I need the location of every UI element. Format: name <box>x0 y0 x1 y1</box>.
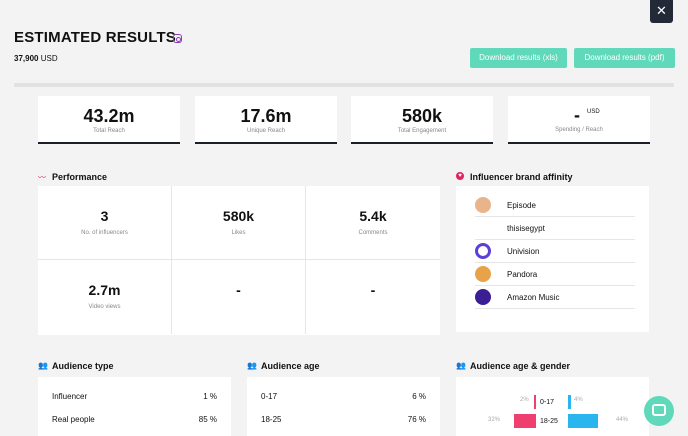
brand-item-episode[interactable]: Episode <box>475 194 635 217</box>
perf-value: 5.4k <box>359 208 387 224</box>
download-xls-button[interactable]: Download results (xls) <box>470 48 567 68</box>
perf-cell-influencers: 3 No. of influencers <box>38 186 172 260</box>
budget-unit: USD <box>40 54 58 63</box>
people-icon: 👥 <box>38 361 48 370</box>
brand-item-pandora[interactable]: Pandora <box>475 263 635 286</box>
perf-cell-empty-1: - <box>172 260 306 334</box>
row-pct: 6 % <box>412 392 426 401</box>
brand-item-thisisegypt[interactable]: thisisegypt <box>475 217 635 240</box>
perf-value: - <box>370 282 376 298</box>
row-label: Real people <box>52 415 95 424</box>
age-gender-title: Audience age & gender <box>470 361 571 371</box>
male-pct-label: 4% <box>574 397 583 403</box>
perf-value: 2.7m <box>88 282 121 298</box>
stat-label: Unique Reach <box>246 128 286 134</box>
stat-value: 43.2m <box>83 106 135 126</box>
divider <box>14 83 674 87</box>
perf-cell-video-views: 2.7m Video views <box>38 260 172 334</box>
age-label: 0-17 <box>540 399 555 406</box>
perf-label: No. of influencers <box>81 230 128 236</box>
stat-value: 580k <box>401 106 443 126</box>
budget: 37,900 USD <box>14 54 58 63</box>
page-title: ESTIMATED RESULTS <box>14 29 177 46</box>
heart-icon: ♥ <box>456 172 464 180</box>
row-pct: 1 % <box>203 392 217 401</box>
row-label: 0-17 <box>261 392 278 401</box>
brand-name: Pandora <box>507 270 538 279</box>
chat-button[interactable] <box>644 396 674 426</box>
perf-cell-empty-2: - <box>306 260 440 334</box>
female-bar-0-17 <box>534 395 536 409</box>
performance-title: Performance <box>52 172 108 182</box>
row-pct: 76 % <box>407 415 426 424</box>
brand-name: Episode <box>507 201 536 210</box>
row-label: 18-25 <box>261 415 282 424</box>
male-pct-label: 44% <box>616 417 629 423</box>
budget-value: 37,900 <box>14 54 39 63</box>
perf-label: Comments <box>358 230 388 236</box>
audience-type-panel: Influencer 1 % Real people 85 % <box>38 377 231 436</box>
audience-age-row: 0-17 6 % <box>261 392 426 401</box>
audience-type-row: Real people 85 % <box>52 415 217 424</box>
stat-total-engagement: 580k Total Engagement <box>351 96 493 144</box>
stat-unit: USD <box>587 109 600 115</box>
download-pdf-button[interactable]: Download results (pdf) <box>574 48 675 68</box>
perf-label: Likes <box>231 230 246 236</box>
perf-cell-comments: 5.4k Comments <box>306 186 440 260</box>
brand-name: thisisegypt <box>507 224 545 233</box>
age-gender-chart: 0-17 18-25 2% 4% 32% 44% <box>456 377 649 436</box>
close-icon: ✕ <box>656 3 667 18</box>
stat-label: Spending / Reach <box>555 127 603 133</box>
brand-name: Amazon Music <box>507 293 560 302</box>
brand-item-amazon-music[interactable]: Amazon Music <box>475 286 635 309</box>
episode-logo-icon <box>475 197 491 213</box>
stat-value: 17.6m <box>240 106 292 126</box>
age-label: 18-25 <box>540 418 558 425</box>
close-button[interactable]: ✕ <box>650 0 673 23</box>
performance-panel: 3 No. of influencers 580k Likes 5.4k Com… <box>38 186 440 335</box>
stat-value: - <box>574 105 580 125</box>
stat-unique-reach: 17.6m Unique Reach <box>195 96 337 144</box>
perf-value: 3 <box>100 208 109 224</box>
audience-age-panel: 0-17 6 % 18-25 76 % <box>247 377 440 436</box>
stat-spending-reach: - USD Spending / Reach <box>508 96 650 144</box>
age-gender-panel: 0-17 18-25 2% 4% 32% 44% <box>456 377 649 436</box>
people-icon: 👥 <box>247 361 257 370</box>
chat-icon <box>652 404 666 416</box>
univision-logo-icon <box>475 243 491 259</box>
perf-value: 580k <box>222 208 255 224</box>
audience-type-title: Audience type <box>52 361 114 371</box>
male-bar-0-17 <box>568 395 571 409</box>
pandora-logo-icon <box>475 266 491 282</box>
perf-value: - <box>236 282 241 298</box>
people-icon: 👥 <box>456 361 466 370</box>
row-pct: 85 % <box>198 415 217 424</box>
header: ESTIMATED RESULTS 37,900 USD Download re… <box>0 0 688 84</box>
audience-type-row: Influencer 1 % <box>52 392 217 401</box>
female-bar-18-25 <box>514 414 536 428</box>
brand-item-univision[interactable]: Univision <box>475 240 635 263</box>
brand-name: Univision <box>507 247 540 256</box>
trend-icon: 〰 <box>38 173 46 182</box>
audience-age-title: Audience age <box>261 361 320 371</box>
row-label: Influencer <box>52 392 88 401</box>
brand-affinity-title: Influencer brand affinity <box>470 172 573 182</box>
instagram-icon <box>173 34 182 43</box>
brand-affinity-panel: Episode thisisegypt Univision Pandora Am… <box>456 186 649 332</box>
female-pct-label: 2% <box>520 397 529 403</box>
perf-label: Video views <box>88 304 121 310</box>
male-bar-18-25 <box>568 414 598 428</box>
perf-cell-likes: 580k Likes <box>172 186 306 260</box>
stat-label: Total Reach <box>93 128 125 134</box>
stat-label: Total Engagement <box>397 128 447 134</box>
audience-age-row: 18-25 76 % <box>261 415 426 424</box>
amazon-music-logo-icon <box>475 289 491 305</box>
stat-total-reach: 43.2m Total Reach <box>38 96 180 144</box>
female-pct-label: 32% <box>488 417 501 423</box>
